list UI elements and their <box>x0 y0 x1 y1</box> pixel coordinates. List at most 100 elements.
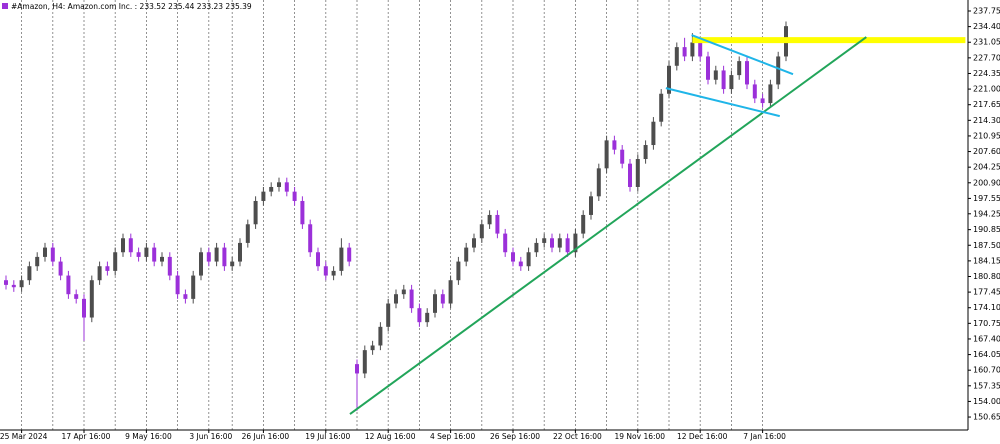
trend-line <box>691 34 794 76</box>
y-tick-label: 184.15 <box>973 256 1000 265</box>
candle-body <box>355 364 359 374</box>
y-tick-label: 157.35 <box>973 381 1000 390</box>
y-tick-label: 221.00 <box>973 85 1000 94</box>
y-tick-label: 207.60 <box>973 147 1000 156</box>
candle-body <box>565 238 570 253</box>
candle-body <box>253 200 258 225</box>
x-tick-label: 3 Jun 16:00 <box>189 432 232 441</box>
candle-body <box>464 247 469 262</box>
candle-body <box>331 270 336 276</box>
candle-body <box>308 224 313 253</box>
candle-body <box>604 140 609 169</box>
y-tick-label: 167.40 <box>973 334 1000 343</box>
candle-body <box>136 252 141 257</box>
candle-body <box>635 159 640 187</box>
candle-body <box>581 214 586 234</box>
y-tick-label: 227.70 <box>973 53 1000 62</box>
y-tick-label: 187.50 <box>973 241 1000 250</box>
y-tick-label: 204.25 <box>973 163 1000 172</box>
symbol-icon <box>2 3 8 9</box>
candle-body <box>339 247 344 271</box>
candle-body <box>175 275 180 295</box>
candle-body <box>183 294 188 299</box>
candle-body <box>323 266 328 276</box>
y-tick-label: 224.35 <box>973 69 1000 78</box>
candle-body <box>11 284 16 288</box>
y-tick-label: 180.80 <box>973 272 1000 281</box>
candle-body <box>105 266 110 271</box>
candle-body <box>674 47 679 66</box>
x-tick-label: 22 Oct 16:00 <box>553 432 602 441</box>
candle-body <box>4 280 8 285</box>
x-tick-label: 9 May 16:00 <box>125 432 172 441</box>
candle-body <box>89 280 94 318</box>
candle-body <box>620 149 625 164</box>
candle-body <box>191 275 196 299</box>
x-tick-label: 25 Mar 2024 <box>0 432 48 441</box>
candle-body <box>401 289 406 295</box>
candle-body <box>230 261 235 267</box>
candle-body <box>690 42 695 57</box>
candle-body <box>300 200 305 225</box>
candle-body <box>643 145 648 160</box>
candle-body <box>113 252 118 271</box>
candle-body <box>612 140 617 150</box>
candle-body <box>206 252 211 262</box>
x-tick-label: 17 Apr 16:00 <box>62 432 111 441</box>
candle-body <box>752 84 757 99</box>
candle-body <box>526 252 531 267</box>
y-tick-label: 174.10 <box>973 303 1000 312</box>
candle-body <box>573 233 578 253</box>
candle-body <box>50 247 55 262</box>
y-tick-label: 150.65 <box>973 413 1000 422</box>
candle-body <box>394 294 398 304</box>
y-tick-label: 154.00 <box>973 397 1000 406</box>
candle-body <box>433 294 437 313</box>
candle-body <box>745 61 749 85</box>
candle-body <box>378 326 383 346</box>
y-tick-label: 197.55 <box>973 194 1000 203</box>
candle-body <box>121 238 125 253</box>
candle-body <box>698 42 703 57</box>
y-tick-label: 194.25 <box>973 209 1000 218</box>
candle-body <box>409 289 414 309</box>
x-tick-label: 12 Dec 16:00 <box>677 432 728 441</box>
candle-body <box>628 163 632 187</box>
candle-body <box>199 252 203 276</box>
candle-body <box>144 247 149 257</box>
y-tick-label: 217.65 <box>973 100 1000 109</box>
candle-body <box>66 275 71 295</box>
candle-body <box>261 191 266 201</box>
x-tick-label: 12 Aug 16:00 <box>365 432 416 441</box>
candle-body <box>245 224 250 243</box>
candle-body <box>472 238 476 248</box>
candle-body <box>550 238 554 248</box>
x-tick-label: 7 Jan 16:00 <box>743 432 786 441</box>
y-tick-label: 160.70 <box>973 366 1000 375</box>
candle-body <box>706 56 710 80</box>
candle-body <box>589 196 593 215</box>
candle-body <box>776 56 781 85</box>
candle-body <box>667 65 671 94</box>
trend-line <box>349 36 867 415</box>
candle-body <box>440 294 445 304</box>
candle-body <box>487 214 492 225</box>
candle-body <box>479 224 484 239</box>
y-tick-label: 210.95 <box>973 131 1000 140</box>
candle-body <box>160 256 164 262</box>
candle-body <box>269 186 274 192</box>
y-tick-label: 237.75 <box>973 7 1000 16</box>
candle-body <box>152 247 157 262</box>
candle-body <box>238 242 242 262</box>
candle-body <box>347 247 352 262</box>
x-tick-label: 26 Jun 16:00 <box>242 432 290 441</box>
candle-body <box>58 261 63 276</box>
candle-body <box>542 238 547 243</box>
candle-body <box>128 238 133 253</box>
candle-body <box>659 93 664 122</box>
candle-body <box>737 61 742 76</box>
x-tick-label: 19 Nov 16:00 <box>615 432 666 441</box>
